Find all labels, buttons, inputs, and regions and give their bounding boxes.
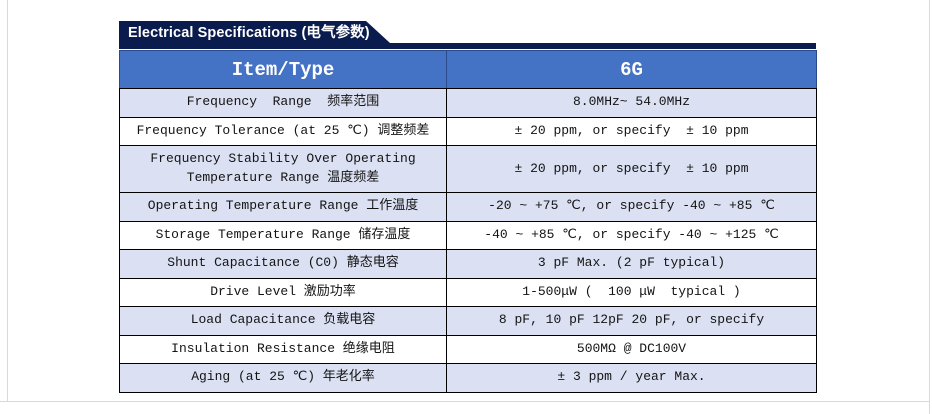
- table-row: Frequency Tolerance (at 25 ℃) 调整频差 ± 20 p…: [119, 116, 817, 146]
- spec-value-cell: 8 pF, 10 pF 12pF 20 pF, or specify: [446, 306, 817, 336]
- table-row: Drive Level 激励功率 1-500μW ( 100 μW typical…: [119, 277, 817, 307]
- spec-value-cell: 1-500μW ( 100 μW typical ): [446, 277, 817, 307]
- page-edge-bottom: [0, 401, 930, 402]
- page-edge-right: [929, 0, 930, 414]
- spec-value-cell: ± 20 ppm, or specify ± 10 ppm: [446, 145, 817, 193]
- spec-item-cell: Storage Temperature Range 储存温度: [119, 220, 447, 250]
- spec-item-cell: Frequency Tolerance (at 25 ℃) 调整频差: [119, 116, 447, 146]
- table-row: Aging (at 25 ℃) 年老化率 ± 3 ppm / year Max.: [119, 363, 817, 393]
- spec-item-cell: Frequency Stability Over Operating Tempe…: [119, 145, 447, 193]
- spec-value-cell: -20 ~ +75 ℃, or specify -40 ~ +85 ℃: [446, 192, 817, 222]
- spec-value-cell: 3 pF Max. (2 pF typical): [446, 249, 817, 279]
- spec-item-cell: Shunt Capacitance (C0) 静态电容: [119, 249, 447, 279]
- column-header-item-type: Item/Type: [119, 50, 447, 89]
- table-row: Shunt Capacitance (C0) 静态电容 3 pF Max. (2 …: [119, 249, 817, 279]
- table-row: Load Capacitance 负载电容 8 pF, 10 pF 12pF 20…: [119, 306, 817, 336]
- table-row: Frequency Range 频率范围 8.0MHz~ 54.0MHz: [119, 88, 817, 118]
- table-row: Frequency Stability Over Operating Tempe…: [119, 145, 817, 193]
- table-row: Operating Temperature Range 工作温度 -20 ~ +7…: [119, 192, 817, 222]
- spec-value-cell: 8.0MHz~ 54.0MHz: [446, 88, 817, 118]
- spec-value-cell: -40 ~ +85 ℃, or specify -40 ~ +125 ℃: [446, 220, 817, 250]
- section-title-bar: Electrical Specifications (电气参数): [119, 21, 816, 49]
- section-title: Electrical Specifications (电气参数): [128, 25, 370, 41]
- spec-value-cell: ± 3 ppm / year Max.: [446, 363, 817, 393]
- spec-item-cell: Frequency Range 频率范围: [119, 88, 447, 118]
- spec-item-cell: Insulation Resistance 绝缘电阻: [119, 334, 447, 364]
- spec-item-cell: Load Capacitance 负载电容: [119, 306, 447, 336]
- table-row: Storage Temperature Range 储存温度 -40 ~ +85 …: [119, 220, 817, 250]
- spec-item-cell: Aging (at 25 ℃) 年老化率: [119, 363, 447, 393]
- spec-value-cell: ± 20 ppm, or specify ± 10 ppm: [446, 116, 817, 146]
- page-edge-left: [7, 0, 8, 402]
- spec-item-cell: Operating Temperature Range 工作温度: [119, 192, 447, 222]
- column-header-6g: 6G: [446, 50, 817, 89]
- electrical-specifications-table: Item/Type 6G Frequency Range 频率范围 8.0MHz~…: [119, 50, 817, 393]
- spec-item-cell: Drive Level 激励功率: [119, 277, 447, 307]
- table-row: Insulation Resistance 绝缘电阻 500MΩ @ DC100V: [119, 334, 817, 364]
- spec-value-cell: 500MΩ @ DC100V: [446, 334, 817, 364]
- table-header-row: Item/Type 6G: [119, 50, 817, 89]
